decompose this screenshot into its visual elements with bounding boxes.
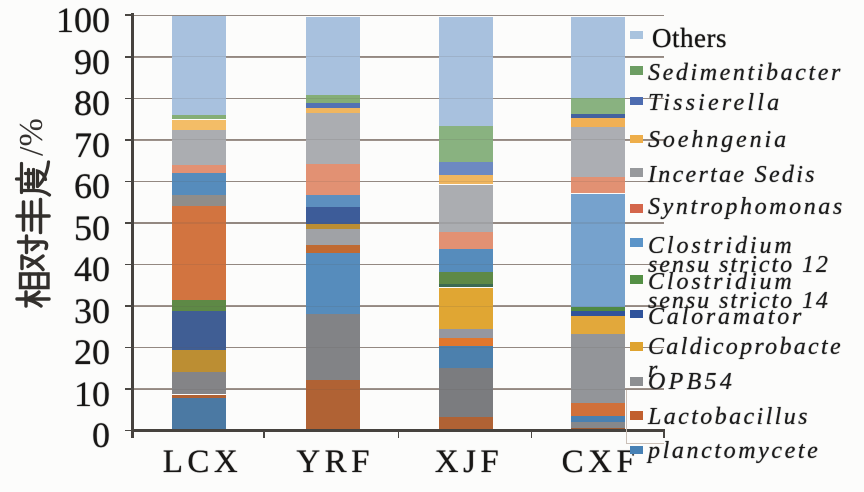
- svg-text:/%: /%: [13, 118, 50, 156]
